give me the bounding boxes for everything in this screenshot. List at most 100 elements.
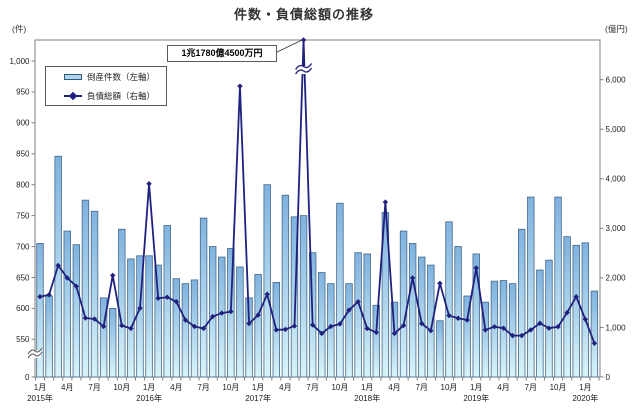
line-marker-2016-08 xyxy=(209,313,216,320)
bar-2017-09 xyxy=(327,283,335,378)
spike-annotation: 1兆1780億4500万円 xyxy=(167,45,277,62)
x-axis-month-label: 10月 xyxy=(222,383,239,392)
x-axis-month-label: 4月 xyxy=(279,383,291,392)
bar-2015-08 xyxy=(99,297,108,378)
left-axis-unit-label: (件) xyxy=(12,24,27,34)
bar-2015-04 xyxy=(63,230,71,378)
x-axis-year-label: 2020年 xyxy=(572,393,598,403)
left-axis-tick-label: 650 xyxy=(16,273,30,282)
x-axis-month-label: 1月 xyxy=(34,383,46,392)
legend-line-label: 負債総額（右軸） xyxy=(87,90,156,101)
line-marker-2017-11 xyxy=(346,307,352,313)
left-axis-tick-label: 700 xyxy=(16,242,30,251)
bar-2015-10 xyxy=(118,228,126,378)
right-axis-tick-label: 3,000 xyxy=(606,224,627,233)
line-marker-2018-09 xyxy=(437,280,443,287)
left-axis-tick-label: 750 xyxy=(16,211,30,220)
line-marker-2016-06 xyxy=(191,323,198,330)
line-marker-2015-01 xyxy=(37,294,43,300)
x-axis-year-label: 2018年 xyxy=(354,393,380,403)
x-axis-month-label: 10月 xyxy=(331,383,348,392)
x-axis-month-label: 7月 xyxy=(415,383,427,392)
right-axis-tick-label: 4,000 xyxy=(606,175,627,184)
bar-2016-08 xyxy=(208,246,217,378)
bar-2015-05 xyxy=(72,244,81,378)
line-marker-2019-11 xyxy=(564,309,570,316)
right-axis-tick-label: 0 xyxy=(606,373,611,382)
bar-2018-05 xyxy=(399,230,408,378)
line-marker-2015-05 xyxy=(73,283,80,290)
bar-2015-09 xyxy=(109,307,117,378)
chart-legend: 倒産件数（左軸） 負債総額（右軸） xyxy=(45,66,167,106)
line-marker-2019-04 xyxy=(500,325,507,331)
bar-2019-09 xyxy=(545,259,553,378)
bar-2016-01 xyxy=(145,255,153,378)
line-marker-2019-08 xyxy=(537,320,543,326)
line-marker-2018-07 xyxy=(419,320,425,327)
line-marker-2015-08 xyxy=(100,323,107,330)
bar-2017-06 xyxy=(299,215,308,378)
bar-2016-11 xyxy=(236,266,244,378)
x-axis-month-label: 7月 xyxy=(525,383,537,392)
line-marker-2018-11 xyxy=(455,315,461,321)
bar-2016-12 xyxy=(245,297,253,378)
line-marker-2019-03 xyxy=(491,324,498,330)
bar-2018-07 xyxy=(418,256,426,378)
bar-2018-02 xyxy=(372,304,380,378)
line-marker-2017-01 xyxy=(255,312,261,318)
line-marker-2018-12 xyxy=(464,317,470,323)
left-axis-tick-label: 950 xyxy=(16,88,30,97)
x-axis-year-label: 2017年 xyxy=(245,393,271,403)
line-marker-2017-12 xyxy=(355,298,361,305)
bar-2016-09 xyxy=(218,256,226,378)
line-marker-2017-06 xyxy=(300,37,307,43)
bar-2019-07 xyxy=(527,196,535,378)
bar-2019-01 xyxy=(472,253,480,378)
line-marker-2017-03 xyxy=(273,327,280,333)
x-axis-month-label: 1月 xyxy=(143,383,155,392)
bar-2016-04 xyxy=(172,278,181,378)
bar-2018-08 xyxy=(427,264,435,378)
line-marker-2015-07 xyxy=(91,316,98,322)
x-axis-month-label: 7月 xyxy=(88,383,100,392)
line-marker-2016-10 xyxy=(228,308,234,315)
bar-2015-07 xyxy=(90,210,99,378)
bar-2016-05 xyxy=(181,283,190,378)
line-marker-2018-02 xyxy=(373,329,379,336)
line-marker-2017-02 xyxy=(264,291,270,297)
line-marker-2019-10 xyxy=(555,324,561,330)
line-marker-2019-06 xyxy=(519,332,525,339)
x-axis-month-label: 10月 xyxy=(441,383,458,392)
right-axis-tick-label: 2,000 xyxy=(606,274,627,283)
bar-2015-01 xyxy=(36,243,44,378)
bar-2016-02 xyxy=(154,264,162,378)
x-axis-year-label: 2019年 xyxy=(463,393,489,403)
line-marker-2018-03 xyxy=(382,199,389,205)
legend-item-bar: 倒産件数（左軸） xyxy=(64,71,166,83)
line-marker-2016-09 xyxy=(219,310,225,316)
x-axis-month-label: 10月 xyxy=(113,383,130,392)
line-marker-2015-12 xyxy=(137,305,143,311)
line-marker-2017-07 xyxy=(309,322,316,328)
bar-2018-12 xyxy=(463,295,471,378)
bar-2019-02 xyxy=(481,301,490,378)
line-marker-2016-03 xyxy=(164,294,170,300)
line-marker-2016-02 xyxy=(155,295,161,301)
line-marker-2017-09 xyxy=(328,323,334,330)
bar-series-swatch xyxy=(64,73,82,80)
line-marker-2018-01 xyxy=(364,325,370,332)
bar-2018-01 xyxy=(363,253,371,378)
left-axis-break-mark xyxy=(27,351,43,359)
bar-2017-12 xyxy=(354,252,362,378)
bar-2020-02 xyxy=(590,290,599,378)
line-marker-2016-01 xyxy=(146,181,152,187)
legend-bar-label: 倒産件数（左軸） xyxy=(87,71,156,82)
right-axis-tick-label: 1,000 xyxy=(606,323,627,332)
bar-2019-12 xyxy=(572,244,580,378)
line-marker-2015-09 xyxy=(110,272,116,279)
line-marker-2017-05 xyxy=(291,323,298,329)
right-axis-tick-label: 6,000 xyxy=(606,76,627,85)
line-marker-2017-10 xyxy=(337,321,343,327)
